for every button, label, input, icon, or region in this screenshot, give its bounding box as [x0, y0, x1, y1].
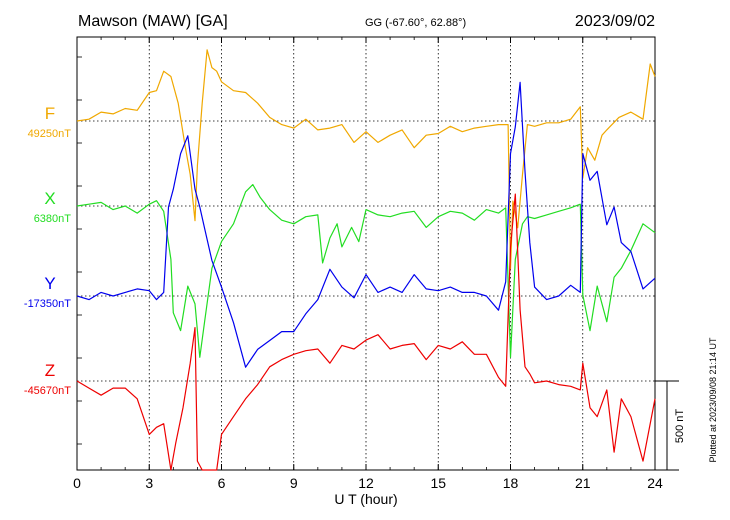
coordinates-label: GG (-67.60°, 62.88°) — [365, 17, 466, 29]
grid-lines — [77, 37, 655, 470]
series-baseline-f: 49250nT — [28, 128, 72, 140]
axis-ticks — [76, 37, 656, 470]
x-tick-label: 3 — [145, 475, 153, 491]
series-name-z: Z — [45, 361, 55, 380]
x-tick-label: 6 — [218, 475, 226, 491]
series-baseline-z: -45670nT — [24, 385, 71, 397]
scale-bar-label: 500 nT — [674, 409, 686, 444]
series-baseline-x: 6380nT — [34, 213, 72, 225]
series-name-y: Y — [44, 274, 55, 293]
x-tick-label: 9 — [290, 475, 298, 491]
series-baseline-y: -17350nT — [24, 298, 71, 310]
plotted-at-note: Plotted at 2023/09/08 21:14 UT — [708, 337, 718, 463]
x-tick-label: 21 — [575, 475, 591, 491]
x-tick-label: 0 — [73, 475, 81, 491]
series-labels: F 49250nT X 6380nT Y -17350nT Z -45670nT — [24, 104, 71, 397]
series-name-x: X — [44, 189, 55, 208]
series-lines — [76, 49, 656, 471]
series-line-y — [76, 81, 656, 368]
x-tick-label: 12 — [358, 475, 374, 491]
x-tick-labels: 0 3 6 9 12 15 18 21 24 — [73, 475, 663, 491]
scale-bar: 500 nT — [655, 380, 686, 471]
x-tick-label: 24 — [647, 475, 663, 491]
x-tick-label: 18 — [503, 475, 519, 491]
station-title: Mawson (MAW) [GA] — [78, 13, 228, 30]
x-tick-label: 15 — [430, 475, 446, 491]
x-axis-label: U T (hour) — [334, 491, 397, 507]
series-line-f — [76, 49, 656, 270]
date-label: 2023/09/02 — [575, 13, 655, 30]
series-line-x — [76, 184, 656, 358]
series-name-f: F — [45, 104, 55, 123]
series-line-z — [76, 193, 656, 471]
